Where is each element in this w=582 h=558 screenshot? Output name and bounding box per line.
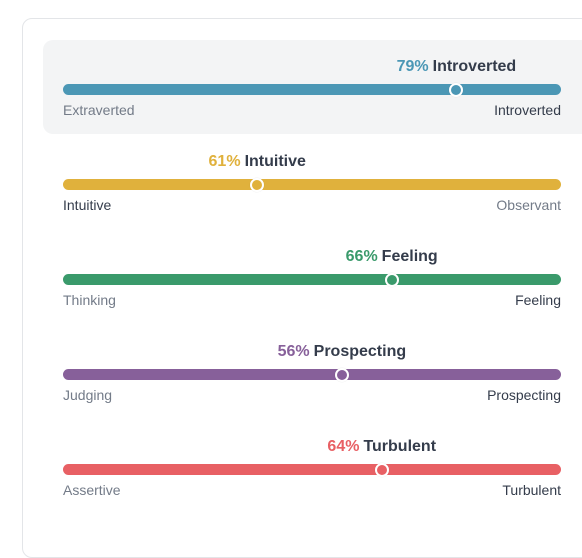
trait-heading: 64% Turbulent [327,438,436,456]
trait-bar[interactable] [63,177,561,192]
trait-percent: 64% [327,438,360,455]
trait-right-label: Turbulent [502,482,561,498]
trait-nature[interactable]: 66% Feeling Thinking Feeling [43,230,582,324]
trait-bar[interactable] [63,82,561,97]
trait-heading: 66% Feeling [346,248,438,266]
trait-energy[interactable]: 79% Introverted Extraverted Introverted [43,40,582,134]
trait-dominant: Prospecting [313,343,407,360]
trait-percent: 66% [345,248,378,265]
trait-heading: 56% Prospecting [278,343,407,361]
trait-bar[interactable] [63,462,561,477]
trait-left-label: Thinking [63,292,116,308]
trait-left-label: Assertive [63,482,121,498]
trait-left-label: Intuitive [63,197,112,213]
trait-percent: 79% [396,58,429,75]
trait-knob[interactable] [334,367,349,382]
trait-right-label: Observant [496,197,561,213]
trait-bar[interactable] [63,367,561,382]
trait-heading: 61% Intuitive [209,153,306,171]
trait-dominant: Intuitive [244,153,306,170]
trait-percent: 56% [277,343,310,360]
trait-right-label: Introverted [494,102,561,118]
trait-knob[interactable] [384,272,399,287]
trait-knob[interactable] [449,82,464,97]
trait-right-label: Prospecting [487,387,561,403]
trait-dominant: Introverted [432,58,517,75]
trait-mind[interactable]: 61% Intuitive Intuitive Observant [43,135,582,229]
trait-bar[interactable] [63,272,561,287]
trait-percent: 61% [208,153,241,170]
trait-identity[interactable]: 64% Turbulent Assertive Turbulent [43,420,582,514]
trait-knob[interactable] [250,177,265,192]
trait-right-label: Feeling [515,292,561,308]
trait-heading: 79% Introverted [397,58,517,76]
trait-tactics[interactable]: 56% Prospecting Judging Prospecting [43,325,582,419]
trait-dominant: Turbulent [363,438,437,455]
trait-left-label: Judging [63,387,113,403]
trait-dominant: Feeling [381,248,438,265]
trait-left-label: Extraverted [63,102,135,118]
trait-knob[interactable] [374,462,389,477]
